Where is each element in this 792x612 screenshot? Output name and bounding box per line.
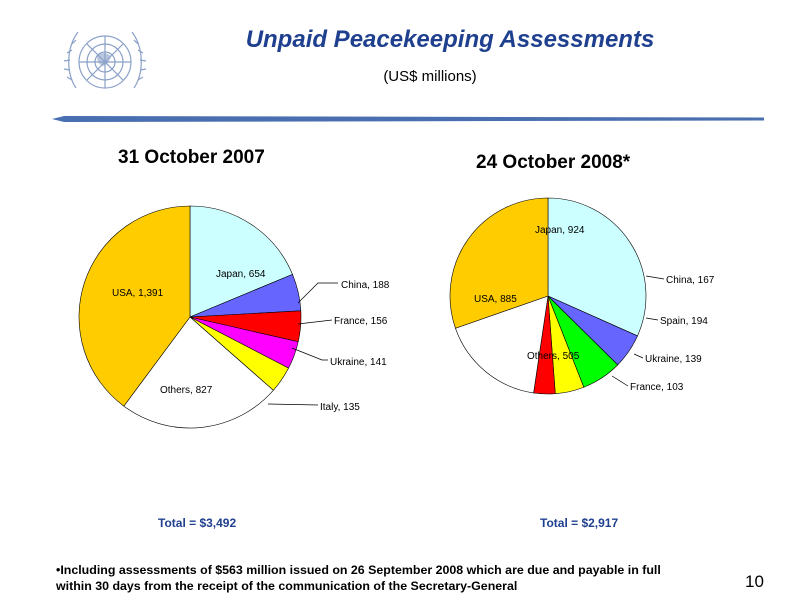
header-divider bbox=[52, 116, 764, 122]
footnote-line-1: •Including assessments of $563 million i… bbox=[56, 563, 661, 577]
slice-label-china: China, 188 bbox=[341, 280, 390, 291]
page-title: Unpaid Peacekeeping Assessments bbox=[245, 26, 655, 53]
leader-line-china bbox=[297, 282, 338, 304]
un-emblem-logo bbox=[63, 31, 147, 89]
chart-title-0: 31 October 2007 bbox=[118, 147, 265, 168]
page-subtitle: (US$ millions) bbox=[383, 68, 477, 85]
pie-slice-usa bbox=[78, 205, 191, 407]
slice-label-ukraine: Ukraine, 139 bbox=[645, 354, 702, 365]
leader-line-ukraine bbox=[633, 353, 644, 359]
slice-label-japan: Japan, 924 bbox=[535, 225, 585, 236]
slice-label-usa: USA, 1,391 bbox=[112, 288, 164, 299]
slice-label-france: France, 156 bbox=[334, 316, 388, 327]
chart-title-1: 24 October 2008* bbox=[476, 152, 631, 173]
total-2008: Total = $2,917 bbox=[540, 516, 619, 530]
pie-slice-others bbox=[123, 316, 274, 429]
leader-line-italy bbox=[267, 403, 319, 406]
slice-label-ukraine: Ukraine, 141 bbox=[330, 357, 387, 368]
slice-label-france: France, 103 bbox=[630, 382, 684, 393]
slice-label-japan: Japan, 654 bbox=[216, 269, 266, 280]
pie-slice-usa bbox=[449, 197, 549, 329]
leader-line-france bbox=[611, 375, 629, 387]
pie-slice-japan bbox=[189, 205, 293, 318]
chart-2007: 31 October 2007 Japan, 654 China, 188 Franc… bbox=[78, 147, 390, 429]
page-number: 10 bbox=[745, 572, 764, 591]
slice-label-italy: Italy, 135 bbox=[320, 402, 360, 413]
leader-line-china bbox=[645, 275, 665, 280]
chart-2008: 24 October 2008* Japan, 924 China, 167 Spai… bbox=[449, 152, 715, 395]
slice-label-spain: Spain, 194 bbox=[660, 316, 708, 327]
leader-line-ukraine bbox=[291, 347, 328, 361]
leader-line-spain bbox=[645, 317, 659, 321]
slice-label-others: Others, 505 bbox=[527, 351, 580, 362]
slice-label-others: Others, 827 bbox=[160, 385, 213, 396]
footnote: •Including assessments of $563 million i… bbox=[56, 562, 736, 594]
footnote-line-2: within 30 days from the receipt of the c… bbox=[56, 579, 518, 593]
pie-slice-japan bbox=[547, 197, 647, 337]
leader-line-france bbox=[297, 319, 333, 325]
total-2007: Total = $3,492 bbox=[158, 516, 237, 530]
slice-label-usa: USA, 885 bbox=[474, 294, 517, 305]
slice-label-china: China, 167 bbox=[666, 275, 715, 286]
